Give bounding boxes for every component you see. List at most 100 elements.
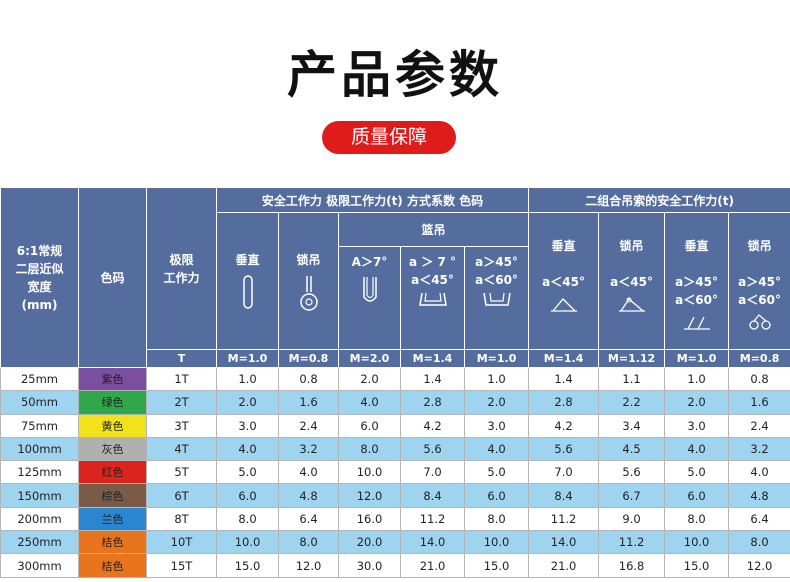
spec-cell: 250mm [0,530,79,555]
value-cell: 11.2 [598,530,666,555]
value-cell: 8.0 [216,506,279,532]
value-cell: 10.0 [664,530,730,555]
basket-a7-icon [362,276,377,302]
value-cell: 6.0 [463,483,530,508]
spec-cell: 100mm [0,436,79,462]
value-cell: 3.2 [728,436,790,462]
value-cell: 1.4 [528,366,600,392]
factor-8: M=0.8 [728,349,790,368]
factor-3: M=1.4 [400,349,465,368]
value-cell: 2.0 [216,390,279,415]
page-title: 产品参数 [287,46,503,104]
basket-a45-60-header: a＞45° a＜60° [463,245,530,351]
value-cell: 4.8 [728,483,790,508]
value-cell: 20.0 [338,530,401,555]
wll-cell: 4T [146,436,217,462]
table-row: 300mm 桔色 15T 15.0 12.0 30.0 21.0 15.0 21.0 16.8 15… [0,553,790,578]
choke-header: 锁吊 [278,212,339,350]
spec-cell: 75mm [0,413,79,438]
value-cell: 4.0 [216,436,279,462]
spec-cell: 200mm [0,506,79,532]
value-cell: 1.4 [400,366,465,392]
double-choke-header: 锁吊 a＜45° [598,212,666,350]
wll-cell: 2T [146,390,217,415]
value-cell: 3.4 [598,413,666,438]
double-vertical-header: 垂直 a＜45° [528,212,600,350]
value-cell: 14.0 [528,530,600,555]
value-cell: 21.0 [400,553,465,578]
value-cell: 4.2 [400,413,465,438]
value-cell: 1.1 [598,366,666,392]
value-cell: 2.0 [664,390,730,415]
value-cell: 4.0 [728,460,790,485]
color-header: 色码 [78,187,147,368]
value-cell: 14.0 [400,530,465,555]
value-cell: 12.0 [278,553,339,578]
value-cell: 12.0 [728,553,790,578]
factor-5: M=1.4 [528,349,600,368]
value-cell: 2.8 [528,390,600,415]
color-cell: 紫色 [78,366,147,392]
wll-cell: 10T [146,530,217,555]
value-cell: 6.4 [278,506,339,532]
vertical-header: 垂直 [216,212,279,350]
double-vertical-icon [550,298,577,312]
value-cell: 2.4 [278,413,339,438]
value-cell: 1.0 [463,366,530,392]
wll-cell: 15T [146,553,217,578]
quality-badge: 质量保障 [322,121,456,154]
parameter-table: 6:1常规 二层近似 宽度 (mm) 色码 极限 工作力 安全工作力 极限工作力… [0,187,790,578]
value-cell: 0.8 [728,366,790,392]
value-cell: 8.0 [338,436,401,462]
wll-cell: 8T [146,506,217,532]
value-cell: 3.0 [664,413,730,438]
value-cell: 8.0 [728,530,790,555]
spec-cell: 125mm [0,460,79,485]
spec-cell: 50mm [0,390,79,415]
factor-2: M=2.0 [338,349,401,368]
table-row: 75mm 黄色 3T 3.0 2.4 6.0 4.2 3.0 4.2 3.4 3.0 2.4 [0,413,790,438]
vertical-sling-icon [242,274,253,309]
value-cell: 2.4 [728,413,790,438]
value-cell: 5.6 [598,460,666,485]
value-cell: 3.0 [216,413,279,438]
choke-sling-icon [299,275,318,311]
value-cell: 15.0 [216,553,279,578]
value-cell: 4.5 [598,436,666,462]
value-cell: 8.4 [400,483,465,508]
color-cell: 棕色 [78,483,147,508]
value-cell: 2.0 [338,366,401,392]
value-cell: 8.0 [278,530,339,555]
value-cell: 3.0 [463,413,530,438]
value-cell: 7.0 [400,460,465,485]
value-cell: 30.0 [338,553,401,578]
value-cell: 8.0 [664,506,730,532]
double-vertical-wide-icon [683,316,710,330]
value-cell: 2.8 [400,390,465,415]
unit-header: T [146,349,217,368]
value-cell: 16.0 [338,506,401,532]
spec-header: 6:1常规 二层近似 宽度 (mm) [0,187,79,368]
value-cell: 11.2 [528,506,600,532]
value-cell: 5.6 [528,436,600,462]
value-cell: 5.0 [216,460,279,485]
value-cell: 8.0 [463,506,530,532]
spec-cell: 300mm [0,553,79,578]
value-cell: 1.0 [216,366,279,392]
table-row: 100mm 灰色 4T 4.0 3.2 8.0 5.6 4.0 5.6 4.5 4.0 3.2 [0,436,790,462]
value-cell: 9.0 [598,506,666,532]
value-cell: 1.6 [278,390,339,415]
spec-cell: 25mm [0,366,79,392]
value-cell: 15.0 [463,553,530,578]
value-cell: 15.0 [664,553,730,578]
wll-cell: 5T [146,460,217,485]
basket-header: 篮吊 [337,212,530,247]
table-row: 125mm 红色 5T 5.0 4.0 10.0 7.0 5.0 7.0 5.6 5.0 4.0 [0,460,790,485]
basket-a45-60-icon [482,292,511,306]
value-cell: 6.4 [728,506,790,532]
double-choke-wide-icon [748,314,771,330]
spec-cell: 150mm [0,483,79,508]
basket-a7-45-icon [418,292,447,306]
double-vertical-wide-header: 垂直 a＞45° a＜60° [664,212,730,350]
value-cell: 6.7 [598,483,666,508]
